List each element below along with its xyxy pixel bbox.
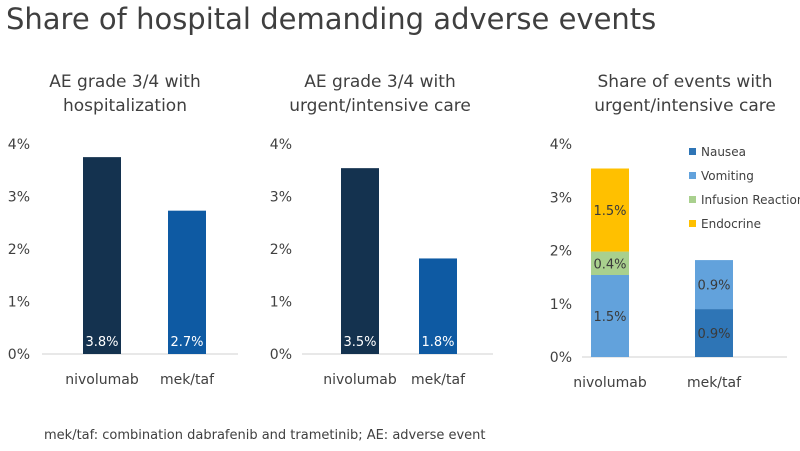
y-tick-label: 2%: [550, 244, 572, 260]
data-label: 1.8%: [421, 335, 454, 350]
x-tick-label: nivolumab: [65, 372, 139, 388]
chart-panel-hospitalization: AE grade 3/4 with hospitalization 0% 1% 2%…: [0, 70, 250, 400]
legend-label: Infusion Reaction: [701, 193, 800, 207]
bar: [168, 210, 206, 354]
bar-chart-hospitalization: 0% 1% 2% 3% 4% nivolumab mek/taf 3.8% 2.7%: [8, 137, 238, 388]
legend-swatch: [689, 172, 696, 179]
bar-chart-urgent-care: 0% 1% 2% 3% 4% nivolumab mek/taf 3.5% 1.8%: [270, 137, 493, 388]
y-tick-label: 4%: [8, 137, 30, 153]
x-tick-label: mek/taf: [160, 372, 215, 388]
legend-label: Vomiting: [701, 169, 754, 183]
data-label: 0.9%: [697, 279, 730, 294]
chart-title-line: hospitalization: [63, 96, 187, 116]
chart-title-line: urgent/intensive care: [594, 96, 776, 116]
legend-label: Nausea: [701, 145, 746, 159]
chart-title-urgent-care: AE grade 3/4 with urgent/intensive care: [250, 70, 510, 118]
bar-segment: [695, 309, 733, 357]
y-tick-label: 0%: [550, 350, 572, 366]
chart-title-line: Share of events with: [597, 72, 773, 92]
data-label: 0.4%: [593, 257, 626, 272]
bar: [83, 157, 121, 354]
y-tick-label: 2%: [270, 242, 292, 258]
legend-swatch: [689, 148, 696, 155]
bar: [341, 168, 379, 354]
chart-title-line: urgent/intensive care: [289, 96, 471, 116]
y-tick-label: 3%: [8, 190, 30, 206]
chart-title-line: AE grade 3/4 with: [49, 72, 201, 92]
stacked-bar-chart-share-events: 0% 1% 2% 3% 4% nivolumab mek/taf 1.5% 0.4% 1.5% 0.…: [550, 137, 800, 391]
chart-title-line: AE grade 3/4 with: [304, 72, 456, 92]
chart-title-share-events: Share of events with urgent/intensive ca…: [570, 70, 800, 118]
y-tick-label: 2%: [8, 242, 30, 258]
legend-swatch: [689, 196, 696, 203]
y-tick-label: 4%: [550, 137, 572, 153]
chart-title-hospitalization: AE grade 3/4 with hospitalization: [0, 70, 250, 118]
chart-panel-urgent-care: AE grade 3/4 with urgent/intensive care …: [250, 70, 510, 400]
bar-segment: [591, 274, 629, 357]
y-tick-label: 3%: [550, 190, 572, 206]
x-tick-label: nivolumab: [573, 375, 647, 391]
legend-label: Endocrine: [701, 217, 761, 231]
chart-panel-share-events: Share of events with urgent/intensive ca…: [530, 70, 800, 400]
y-tick-label: 0%: [8, 347, 30, 363]
bar: [419, 258, 457, 354]
x-tick-label: mek/taf: [411, 372, 466, 388]
y-tick-label: 4%: [270, 137, 292, 153]
x-tick-label: nivolumab: [323, 372, 397, 388]
data-label: 1.5%: [593, 310, 626, 325]
footnote: mek/taf: combination dabrafenib and tram…: [44, 428, 486, 443]
data-label: 3.8%: [85, 335, 118, 350]
y-tick-label: 1%: [270, 295, 292, 311]
data-label: 0.9%: [697, 327, 730, 342]
y-tick-label: 1%: [8, 295, 30, 311]
bar-segment: [591, 168, 629, 252]
y-tick-label: 1%: [550, 297, 572, 313]
data-label: 1.5%: [593, 204, 626, 219]
data-label: 3.5%: [343, 335, 376, 350]
bar-segment: [591, 251, 629, 275]
data-label: 2.7%: [170, 335, 203, 350]
y-tick-label: 3%: [270, 190, 292, 206]
legend-swatch: [689, 220, 696, 227]
bar-segment: [695, 260, 733, 310]
main-title: Share of hospital demanding adverse even…: [6, 2, 657, 36]
x-tick-label: mek/taf: [687, 375, 742, 391]
y-tick-label: 0%: [270, 347, 292, 363]
